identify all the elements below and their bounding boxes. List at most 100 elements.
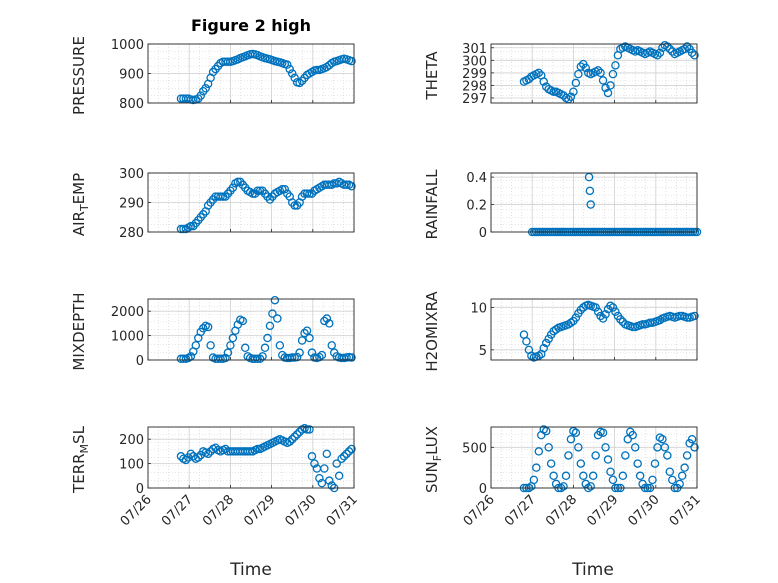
data-point: [216, 192, 225, 201]
axes-box: [147, 43, 355, 104]
y-axis-label-8: SUNFLUX: [423, 426, 444, 493]
data-point: [317, 478, 327, 488]
y-tick-label: 301: [462, 42, 487, 57]
data-point: [541, 338, 551, 348]
data-point: [561, 471, 571, 481]
data-point: [216, 354, 225, 364]
y-tick-label: 0.2: [466, 199, 487, 214]
data-point: [228, 333, 238, 343]
data-point: [611, 307, 620, 316]
data-point: [571, 313, 581, 322]
data-point: [344, 447, 354, 456]
data-point: [544, 443, 553, 452]
data-point: [203, 322, 213, 332]
axes-box: [490, 172, 698, 233]
x-tick-label: 07/26: [118, 492, 155, 529]
data-point: [337, 454, 346, 463]
data-point: [564, 451, 573, 460]
data-point: [290, 432, 299, 442]
y-tick-label: 0: [479, 226, 487, 241]
data-point: [690, 311, 699, 321]
data-point: [223, 348, 233, 357]
y-tick-label: 1000: [111, 330, 144, 345]
data-point: [334, 471, 344, 481]
data-point: [539, 77, 548, 86]
data-point: [635, 471, 645, 481]
data-point: [606, 81, 615, 90]
data-point: [201, 84, 210, 93]
data-point: [534, 68, 544, 78]
data-point: [655, 48, 665, 58]
data-point: [295, 78, 304, 88]
axes-box: [490, 426, 698, 489]
y-tick-label: 280: [119, 226, 144, 241]
data-point: [255, 354, 265, 364]
series-points: [176, 177, 356, 234]
data-point: [290, 73, 299, 83]
data-point: [576, 459, 586, 468]
data-point: [680, 463, 689, 472]
data-point: [668, 475, 677, 485]
data-point: [307, 348, 317, 357]
y-tick-label: 2000: [111, 305, 144, 320]
data-point: [687, 434, 697, 444]
data-point: [690, 443, 699, 452]
data-point: [320, 316, 329, 326]
data-point: [618, 471, 628, 481]
data-point: [680, 44, 689, 54]
data-point: [315, 473, 324, 483]
data-point: [253, 186, 262, 195]
figure-title: Figure 2 high: [191, 16, 311, 35]
y-tick-label: 297: [462, 92, 487, 107]
data-point: [270, 295, 280, 305]
data-point: [287, 353, 297, 362]
data-point: [315, 352, 324, 362]
data-point: [317, 350, 327, 360]
x-tick-label: 07/30: [626, 492, 663, 529]
data-point: [648, 475, 657, 485]
data-point: [608, 475, 618, 485]
data-point: [203, 449, 213, 459]
data-point: [273, 314, 282, 323]
data-point: [342, 180, 351, 190]
data-point: [206, 341, 215, 350]
y-tick-label: 200: [119, 433, 144, 448]
y-tick-label: 299: [462, 67, 487, 82]
data-point: [539, 343, 548, 353]
x-tick-label: 07/28: [200, 492, 237, 529]
y-axis-label-4: RAINFALL: [423, 169, 441, 240]
y-tick-label: 298: [462, 79, 487, 94]
data-point: [677, 471, 687, 481]
data-point: [633, 459, 642, 468]
data-point: [653, 51, 662, 60]
data-point: [302, 189, 312, 198]
x-tick-label: 07/26: [461, 492, 498, 529]
data-point: [287, 434, 297, 444]
data-point: [576, 305, 586, 315]
y-tick-label: 0: [479, 482, 487, 497]
data-point: [186, 449, 196, 459]
data-point: [240, 343, 250, 353]
data-point: [347, 182, 356, 191]
x-tick-label: 07/29: [241, 492, 278, 529]
data-point: [310, 459, 319, 468]
subplot-4: 0 0.2 0.4 RAINFALL: [423, 169, 702, 241]
data-point: [522, 337, 531, 346]
data-point: [623, 434, 633, 444]
data-point: [549, 87, 558, 96]
x-tick-label: 07/30: [283, 492, 320, 529]
data-point: [347, 353, 356, 362]
y-tick-label: 0: [136, 354, 144, 369]
data-point: [608, 303, 618, 312]
data-point: [238, 316, 248, 326]
data-point: [606, 467, 615, 476]
y-tick-label: 300: [119, 167, 144, 182]
data-point: [347, 444, 356, 454]
series-points: [176, 423, 356, 493]
data-point: [596, 311, 605, 321]
data-point: [322, 449, 332, 459]
y-tick-label: 800: [119, 97, 144, 112]
y-axis-label-3: AIRTEMP: [70, 173, 91, 236]
data-point: [226, 341, 235, 350]
